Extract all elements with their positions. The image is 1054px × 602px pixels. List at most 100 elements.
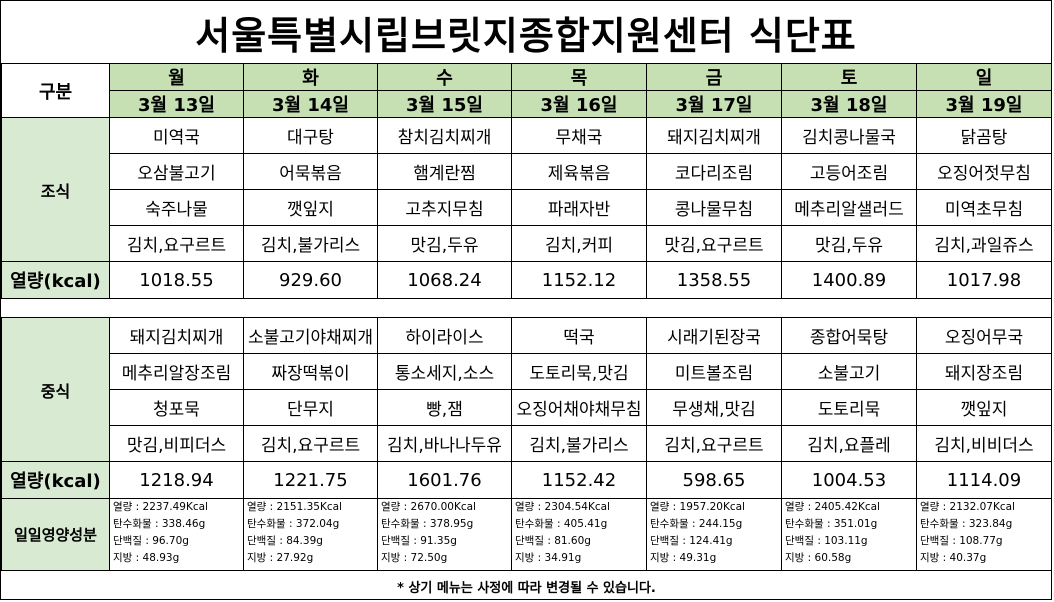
- nutrition-line: 열량 : 1957.20Kcal: [650, 501, 745, 513]
- menu-item: 미역초무침: [916, 189, 1052, 226]
- nutrition-cell: 열량 : 1957.20Kcal 탄수화물 : 244.15g 단백질 : 124.…: [646, 498, 782, 571]
- menu-item: 고추지무침: [377, 189, 512, 226]
- menu-item: 깻잎지: [916, 389, 1052, 426]
- breakfast-label: 조식: [1, 117, 110, 262]
- day-date: 3월 15일: [377, 90, 512, 118]
- nutrition-line: 지방 : 34.91g: [515, 552, 582, 564]
- nutrition-row: 일일영양성분 열량 : 2237.49Kcal 탄수화물 : 338.46g 단백질 …: [1, 498, 1052, 571]
- menu-item: 청포묵: [109, 389, 244, 426]
- kcal-value: 1068.24: [377, 261, 512, 299]
- menu-item: 코다리조림: [646, 153, 782, 190]
- menu-item: 소불고기: [781, 353, 917, 390]
- nutrition-line: 단백질 : 103.11g: [785, 535, 868, 547]
- kcal-label: 열량(kcal): [1, 461, 110, 499]
- menu-item: 종합어묵탕: [781, 317, 917, 354]
- menu-item: 닭곰탕: [916, 117, 1052, 154]
- menu-item: 참치김치찌개: [377, 117, 512, 154]
- day-name: 수: [377, 63, 512, 91]
- kcal-value: 929.60: [243, 261, 378, 299]
- kcal-value: 1152.12: [511, 261, 647, 299]
- menu-item: 떡국: [511, 317, 647, 354]
- kcal-value: 1218.94: [109, 461, 244, 499]
- breakfast-row: 조식 미역국 대구탕 참치김치찌개 무채국 돼지김치찌개 김치콩나물국 닭곰탕: [1, 117, 1052, 262]
- menu-item: 김치,불가리스: [511, 425, 647, 462]
- lunch-kcal-row: 열량(kcal) 1218.94 1221.75 1601.76 1152.42 598.…: [1, 461, 1052, 499]
- kcal-value: 1221.75: [243, 461, 378, 499]
- nutrition-line: 열량 : 2405.42Kcal: [785, 501, 880, 513]
- menu-item: 고등어조림: [781, 153, 917, 190]
- kcal-value: 1358.55: [646, 261, 782, 299]
- day-name: 토: [781, 63, 917, 91]
- breakfast-row: 오삼불고기 어묵볶음 햄계란찜 제육볶음 코다리조림 고등어조림 오징어젓무침: [2, 153, 1052, 190]
- nutrition-line: 열량 : 2304.54Kcal: [515, 501, 610, 513]
- menu-item: 무채국: [511, 117, 647, 154]
- category-header: 구분: [1, 63, 110, 118]
- menu-item: 김치,비비더스: [916, 425, 1052, 462]
- day-name: 화: [243, 63, 378, 91]
- nutrition-line: 지방 : 60.58g: [785, 552, 852, 564]
- nutrition-line: 열량 : 2151.35Kcal: [247, 501, 342, 513]
- day-name: 월: [109, 63, 244, 91]
- day-date: 3월 14일: [243, 90, 378, 118]
- nutrition-line: 단백질 : 124.41g: [650, 535, 733, 547]
- nutrition-line: 열량 : 2670.00Kcal: [381, 501, 476, 513]
- lunch-row: 맛김,비피더스 김치,요구르트 김치,바나나두유 김치,불가리스 김치,요구르트 김치,요…: [2, 425, 1052, 462]
- kcal-value: 1004.53: [781, 461, 917, 499]
- menu-item: 돼지김치찌개: [646, 117, 782, 154]
- nutrition-line: 단백질 : 91.35g: [381, 535, 457, 547]
- nutrition-line: 열량 : 2237.49Kcal: [113, 501, 208, 513]
- section-gap: [1, 298, 1052, 318]
- menu-item: 파래자반: [511, 189, 647, 226]
- menu-item: 무생채,맛김: [646, 389, 782, 426]
- lunch-label: 중식: [1, 317, 110, 462]
- nutrition-line: 단백질 : 84.39g: [247, 535, 323, 547]
- day-date: 3월 13일: [109, 90, 244, 118]
- nutrition-line: 탄수화물 : 244.15g: [650, 518, 743, 530]
- breakfast-kcal-row: 열량(kcal) 1018.55 929.60 1068.24 1152.12 1358.…: [1, 261, 1052, 299]
- menu-item: 김치,불가리스: [243, 225, 378, 262]
- menu-item: 맛김,비피더스: [109, 425, 244, 462]
- menu-item: 김치,바나나두유: [377, 425, 512, 462]
- menu-item: 돼지김치찌개: [109, 317, 244, 354]
- footer-note: * 상기 메뉴는 사정에 따라 변경될 수 있습니다.: [397, 580, 656, 596]
- page-title: 서울특별시립브릿지종합지원센터 식단표: [195, 13, 857, 58]
- menu-item: 숙주나물: [109, 189, 244, 226]
- nutrition-line: 단백질 : 81.60g: [515, 535, 591, 547]
- kcal-value: 598.65: [646, 461, 782, 499]
- menu-item: 맛김,두유: [377, 225, 512, 262]
- kcal-value: 1601.76: [377, 461, 512, 499]
- nutrition-line: 탄수화물 : 405.41g: [515, 518, 608, 530]
- menu-item: 맛김,요구르트: [646, 225, 782, 262]
- menu-item: 콩나물무침: [646, 189, 782, 226]
- menu-item: 김치,요구르트: [646, 425, 782, 462]
- menu-item: 햄계란찜: [377, 153, 512, 190]
- nutrition-line: 탄수화물 : 372.04g: [247, 518, 340, 530]
- day-name: 금: [646, 63, 782, 91]
- menu-item: 대구탕: [243, 117, 378, 154]
- nutrition-line: 열량 : 2132.07Kcal: [920, 501, 1015, 513]
- nutrition-line: 탄수화물 : 323.84g: [920, 518, 1013, 530]
- nutrition-line: 탄수화물 : 351.01g: [785, 518, 878, 530]
- breakfast-row: 숙주나물 깻잎지 고추지무침 파래자반 콩나물무침 메추리알샐러드 미역초무침: [2, 189, 1052, 226]
- nutrition-line: 탄수화물 : 338.46g: [113, 518, 206, 530]
- kcal-value: 1400.89: [781, 261, 917, 299]
- menu-table: 구분 월 화 수 목 금 토 일 3월 13일 3월 14일 3월 15일 3월…: [1, 63, 1052, 601]
- lunch-row: 메추리알장조림 짜장떡볶이 통소세지,소스 도토리묵,맛김 미트볼조림 소불고기 돼지장조림: [2, 353, 1052, 390]
- nutrition-line: 지방 : 72.50g: [381, 552, 448, 564]
- nutrition-cell: 열량 : 2304.54Kcal 탄수화물 : 405.41g 단백질 : 81.6…: [511, 498, 647, 571]
- kcal-label: 열량(kcal): [1, 261, 110, 299]
- nutrition-line: 단백질 : 108.77g: [920, 535, 1003, 547]
- gap-cell: [1, 298, 1052, 318]
- menu-item: 미트볼조림: [646, 353, 782, 390]
- menu-item: 어묵볶음: [243, 153, 378, 190]
- kcal-value: 1018.55: [109, 261, 244, 299]
- menu-item: 김치,커피: [511, 225, 647, 262]
- menu-item: 깻잎지: [243, 189, 378, 226]
- menu-item: 오징어무국: [916, 317, 1052, 354]
- menu-item: 도토리묵: [781, 389, 917, 426]
- nutrition-cell: 열량 : 2405.42Kcal 탄수화물 : 351.01g 단백질 : 103.…: [781, 498, 917, 571]
- menu-item: 메추리알샐러드: [781, 189, 917, 226]
- nutrition-line: 지방 : 40.37g: [920, 552, 987, 564]
- menu-item: 김치,과일쥬스: [916, 225, 1052, 262]
